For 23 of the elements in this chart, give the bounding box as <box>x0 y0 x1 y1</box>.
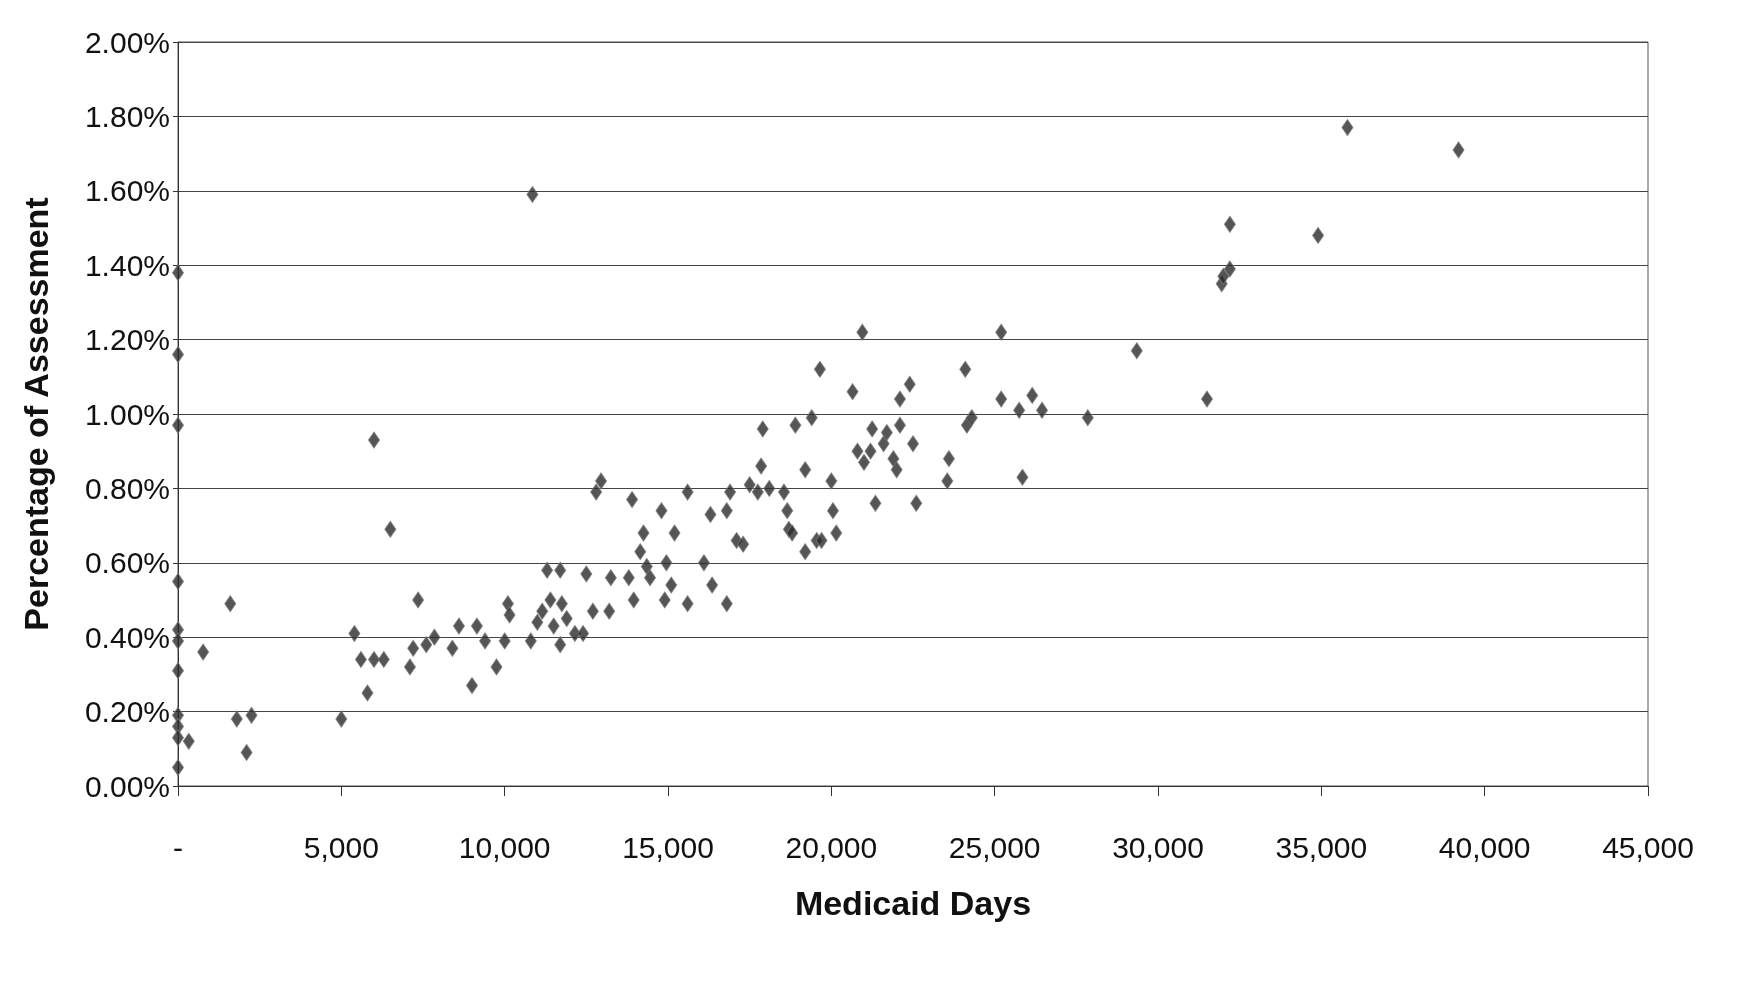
y-tick-label: 0.20% <box>84 695 170 729</box>
x-axis-title: Medicaid Days <box>794 884 1032 922</box>
y-tick-label: 1.20% <box>84 323 170 357</box>
y-tick-label: 0.60% <box>84 546 170 580</box>
y-tick-label: 1.40% <box>84 248 170 282</box>
x-tick-label: 5,000 <box>303 830 379 864</box>
x-tick-label: 15,000 <box>622 830 714 864</box>
x-tick-label: 45,000 <box>1602 830 1694 864</box>
y-tick-label: 1.80% <box>84 99 170 133</box>
y-tick-label: 2.00% <box>84 25 170 59</box>
x-tick-label: 40,000 <box>1438 830 1531 864</box>
y-tick-label: 0.40% <box>84 620 170 654</box>
y-axis-title: Percentage of Assessment <box>17 197 55 631</box>
y-tick-label: 0.80% <box>84 471 170 505</box>
y-tick-label: 0.00% <box>84 769 170 803</box>
x-tick-label: 10,000 <box>458 830 551 864</box>
x-tick-label: - <box>173 830 183 864</box>
x-tick-label: 20,000 <box>785 830 878 864</box>
y-tick-label: 1.00% <box>84 397 170 431</box>
x-tick-label: 35,000 <box>1275 830 1368 864</box>
x-tick-label: 30,000 <box>1112 830 1204 864</box>
y-tick-label: 1.60% <box>84 174 170 208</box>
x-tick-label: 25,000 <box>948 830 1041 864</box>
